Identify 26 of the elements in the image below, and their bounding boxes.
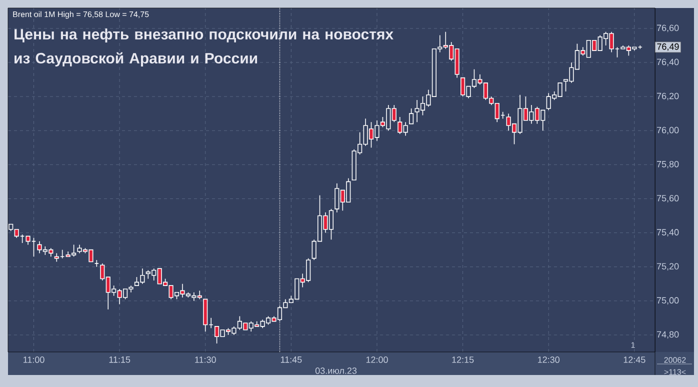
annotation: Brent oil 1M High = 76,58 Low = 74,75 bbox=[13, 11, 149, 19]
y-tick-label: 76,00 bbox=[656, 126, 679, 134]
text: Цены на нефть внезапно подскочили на новостях из Саудовской Аравии и России bbox=[14, 28, 394, 66]
x-tick-label: 12:45 bbox=[624, 356, 646, 363]
x-tick-label: 11:00 bbox=[24, 356, 44, 363]
x-tick-label: 12:15 bbox=[452, 356, 474, 363]
x-axis-title: 03.июл.23 bbox=[315, 368, 357, 374]
x-tick-label: 11:45 bbox=[280, 356, 302, 363]
y-tick-label: 75,60 bbox=[656, 194, 679, 202]
y-tick-label: 76,20 bbox=[656, 92, 679, 100]
y-tick-label: 75,00 bbox=[656, 297, 679, 305]
annotation: 1 bbox=[631, 342, 635, 348]
y-tick-label: 75,20 bbox=[656, 263, 679, 271]
text: >113< bbox=[664, 369, 686, 375]
y-tick-label: 74,80 bbox=[656, 331, 679, 339]
x-tick-label: 11:30 bbox=[195, 356, 216, 363]
x-tick-label: 12:00 bbox=[366, 356, 388, 363]
y-tick-label: 75,40 bbox=[656, 229, 679, 236]
annotation: 76,49 bbox=[657, 43, 679, 51]
y-tick-label: 75,80 bbox=[656, 160, 679, 168]
candlestick bbox=[409, 108, 414, 124]
text: 20062 bbox=[664, 357, 686, 363]
y-tick-label: 76,60 bbox=[656, 24, 679, 32]
x-tick-label: 11:15 bbox=[109, 356, 130, 363]
y-tick-label: 76,40 bbox=[656, 58, 679, 66]
x-tick-label: 12:30 bbox=[538, 356, 560, 363]
